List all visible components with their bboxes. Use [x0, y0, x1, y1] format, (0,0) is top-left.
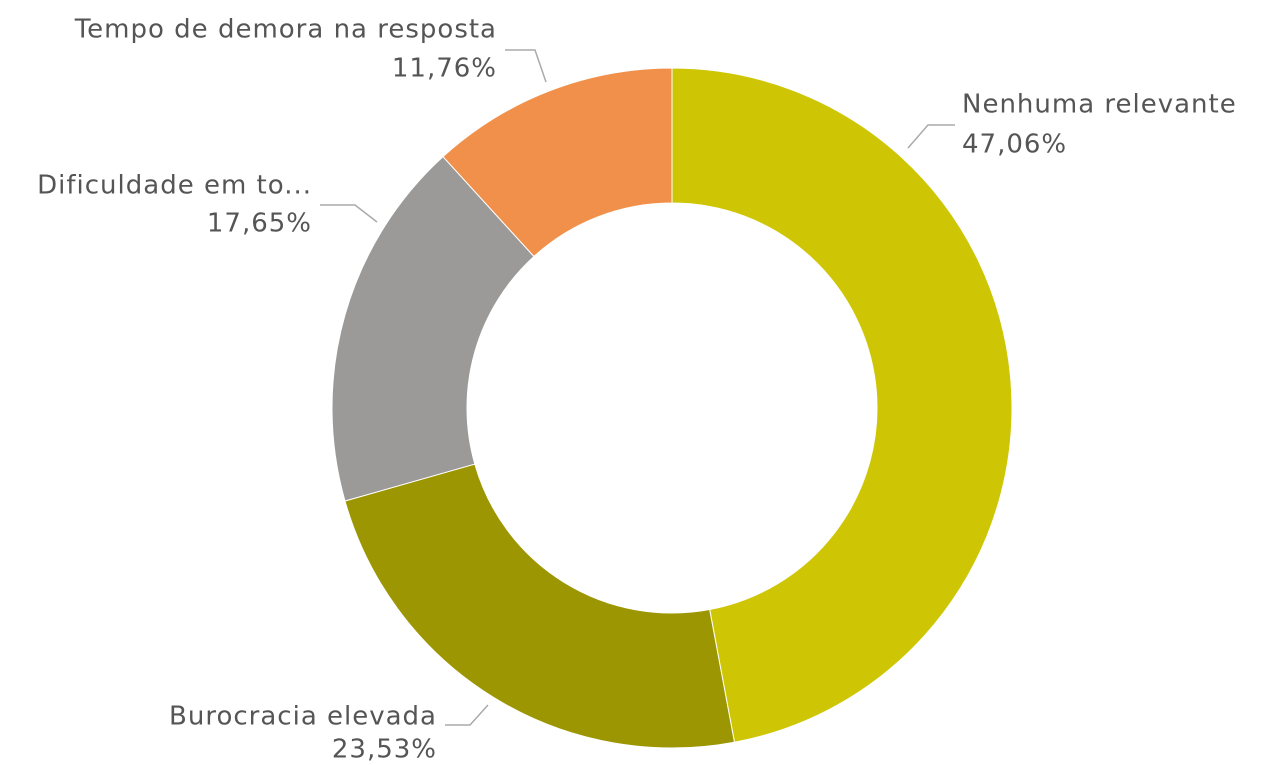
category-label: Dificuldade em to... — [37, 171, 312, 201]
value-label: 11,76% — [392, 54, 497, 84]
leader-line — [907, 124, 955, 149]
category-label: Tempo de demora na resposta — [74, 15, 497, 45]
category-label: Burocracia elevada — [169, 702, 437, 732]
leader-line — [505, 49, 547, 83]
leader-line — [320, 204, 378, 223]
donut-slice — [331, 155, 535, 502]
value-label: 17,65% — [207, 209, 312, 239]
value-label: 23,53% — [332, 735, 437, 765]
leader-line — [445, 704, 489, 726]
donut-slice — [671, 67, 1013, 743]
value-label: 47,06% — [962, 130, 1067, 160]
category-label: Nenhuma relevante — [962, 90, 1237, 120]
donut-slice — [442, 67, 673, 258]
donut-slice — [344, 463, 736, 749]
